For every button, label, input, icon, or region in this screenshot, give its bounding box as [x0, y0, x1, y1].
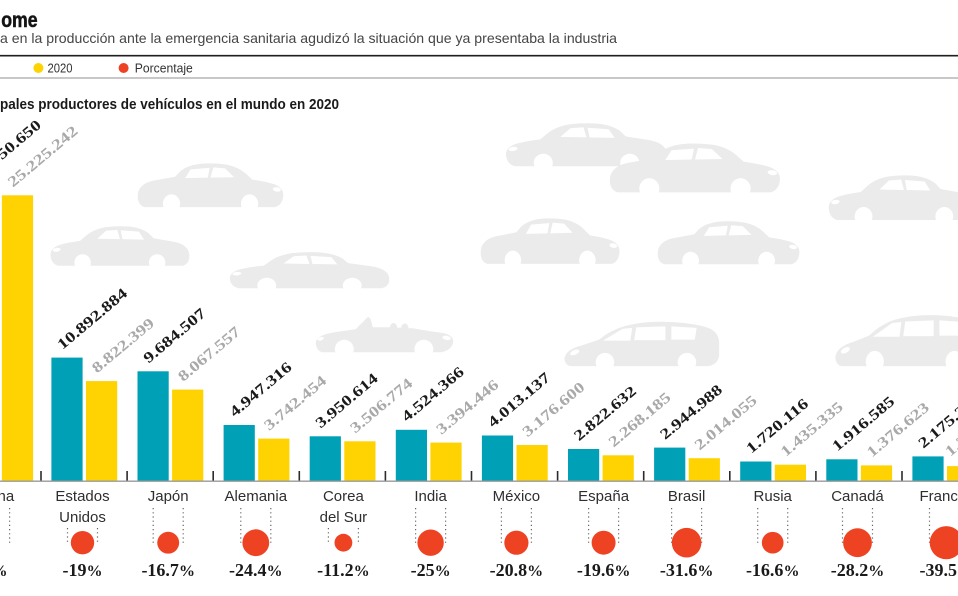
svg-text:-20.8%: -20.8%	[490, 560, 544, 580]
svg-text:del Sur: del Sur	[320, 509, 368, 526]
svg-text:Japón: Japón	[148, 488, 189, 505]
svg-text:Brasil: Brasil	[668, 488, 706, 505]
svg-text:Francia: Francia	[919, 488, 958, 505]
svg-text:-19.6%: -19.6%	[577, 560, 631, 580]
svg-text:Rusia: Rusia	[754, 488, 793, 505]
svg-text:España: España	[578, 488, 630, 505]
svg-text:2020: 2020	[48, 62, 73, 76]
svg-text:-24.4%: -24.4%	[229, 560, 282, 580]
svg-text:-28.2%: -28.2%	[831, 560, 885, 580]
svg-text:Porcentaje: Porcentaje	[135, 62, 193, 76]
svg-text:-31.6%: -31.6%	[660, 560, 714, 580]
svg-text:Canadá: Canadá	[831, 488, 884, 505]
svg-text:-39.5%: -39.5%	[920, 560, 958, 580]
svg-text:-16.7%: -16.7%	[141, 560, 195, 580]
svg-text:8.822.399: 8.822.399	[89, 316, 158, 377]
svg-text:-16.6%: -16.6%	[746, 560, 800, 580]
svg-text:Estados: Estados	[55, 488, 109, 505]
svg-text:pales productores de vehículos: pales productores de vehículos en el mun…	[0, 96, 339, 113]
svg-text:-2%: -2%	[0, 560, 8, 580]
svg-text:Corea: Corea	[323, 488, 365, 505]
svg-text:-19%: -19%	[63, 560, 103, 580]
svg-text:China: China	[0, 488, 15, 505]
svg-text:-25%: -25%	[411, 560, 451, 580]
svg-text:Unidos: Unidos	[59, 509, 106, 526]
svg-text:-11.2%: -11.2%	[317, 560, 370, 580]
svg-text:Alemania: Alemania	[225, 488, 288, 505]
svg-text:ome: ome	[1, 9, 37, 32]
svg-text:México: México	[493, 488, 541, 505]
svg-text:India: India	[414, 488, 447, 505]
svg-text:a en la producción ante la eme: a en la producción ante la emergencia sa…	[0, 30, 617, 46]
